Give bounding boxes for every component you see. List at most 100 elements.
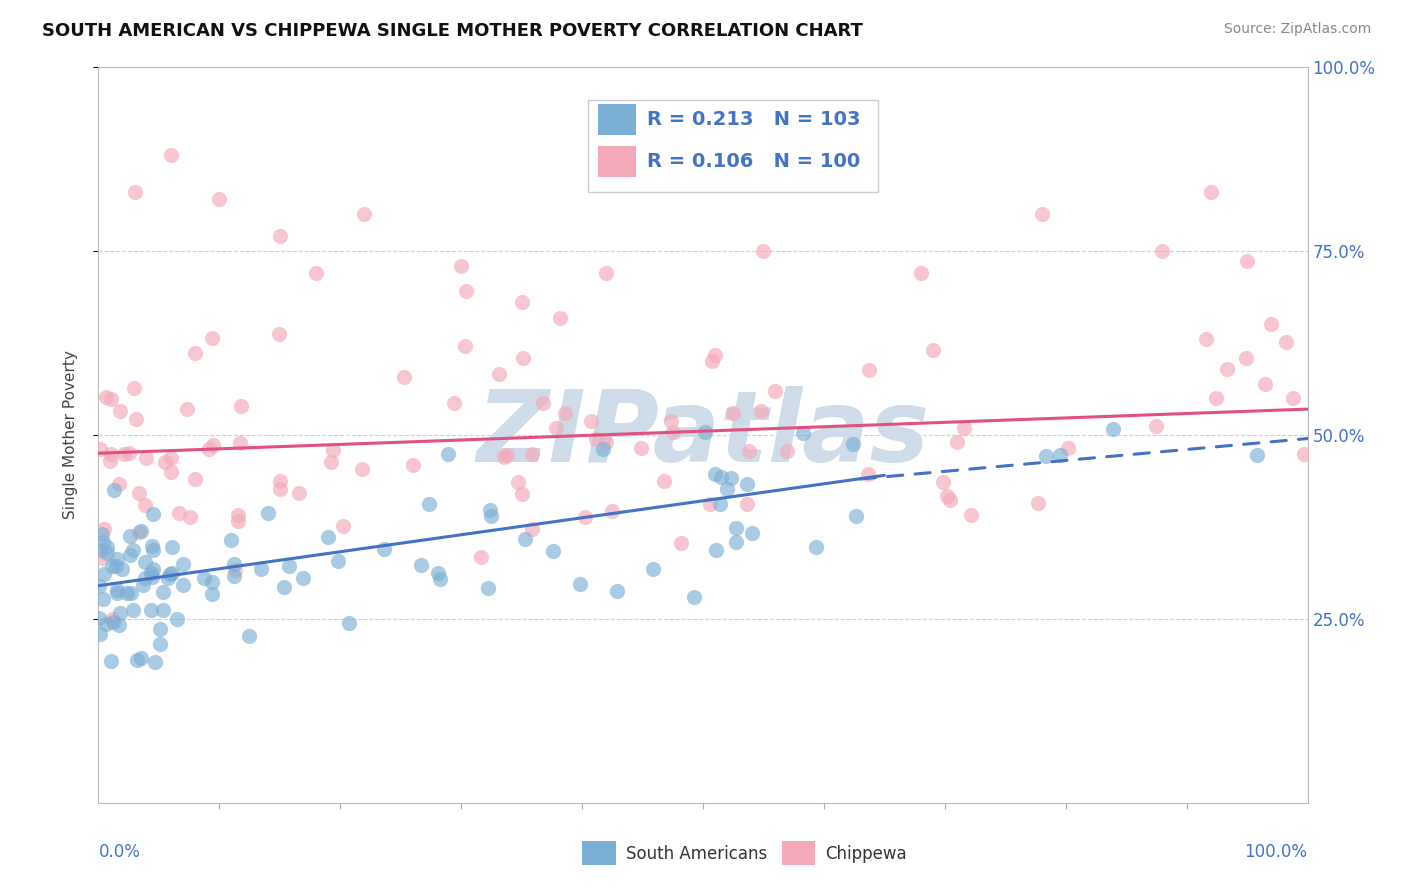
Point bbox=[100, 392, 122, 406]
Point bbox=[103, 483, 125, 497]
Point bbox=[105, 552, 128, 566]
Point bbox=[520, 522, 543, 536]
Point bbox=[219, 533, 242, 548]
FancyBboxPatch shape bbox=[588, 100, 879, 192]
Point bbox=[693, 425, 716, 439]
Point bbox=[94, 391, 117, 405]
Point bbox=[548, 311, 571, 326]
Point bbox=[602, 504, 624, 518]
Point bbox=[87, 579, 110, 593]
Point bbox=[763, 384, 786, 399]
Point bbox=[120, 548, 142, 562]
Point bbox=[845, 508, 868, 523]
Point bbox=[105, 559, 128, 574]
Point bbox=[725, 534, 748, 549]
Point bbox=[269, 482, 291, 496]
Point bbox=[716, 482, 738, 496]
Point bbox=[737, 476, 759, 491]
Point bbox=[166, 612, 188, 626]
Point bbox=[142, 508, 165, 522]
Point bbox=[91, 535, 114, 549]
Point bbox=[162, 541, 184, 555]
Point bbox=[661, 425, 683, 439]
Point bbox=[411, 558, 433, 573]
Point bbox=[749, 404, 772, 418]
Point bbox=[752, 244, 775, 258]
Point bbox=[554, 406, 576, 420]
Point bbox=[630, 442, 652, 456]
Point bbox=[322, 442, 344, 457]
Point bbox=[222, 568, 245, 582]
Point bbox=[1236, 254, 1258, 268]
Point bbox=[738, 444, 761, 458]
Point bbox=[724, 521, 747, 535]
Point bbox=[450, 259, 472, 273]
Point bbox=[496, 448, 519, 462]
Point bbox=[546, 421, 568, 435]
Point bbox=[91, 527, 114, 541]
Point bbox=[683, 590, 706, 604]
Point bbox=[652, 474, 675, 488]
Point bbox=[149, 622, 172, 636]
Point bbox=[139, 566, 162, 580]
Point bbox=[735, 497, 758, 511]
Point bbox=[710, 469, 733, 483]
Point bbox=[141, 539, 163, 553]
Point bbox=[277, 559, 299, 574]
Point bbox=[1049, 448, 1071, 462]
Point bbox=[162, 566, 184, 580]
Point bbox=[1057, 441, 1080, 455]
Point bbox=[238, 629, 260, 643]
Point bbox=[125, 411, 148, 425]
Point bbox=[152, 585, 174, 599]
Point bbox=[702, 354, 724, 368]
Point bbox=[1144, 419, 1167, 434]
Point bbox=[429, 572, 451, 586]
Point bbox=[184, 345, 207, 359]
Point bbox=[1031, 207, 1053, 221]
Text: R = 0.106   N = 100: R = 0.106 N = 100 bbox=[647, 152, 860, 170]
Text: ZIPatlas: ZIPatlas bbox=[477, 386, 929, 483]
Point bbox=[574, 510, 596, 524]
Point bbox=[1254, 377, 1277, 392]
Point bbox=[269, 229, 291, 244]
Point bbox=[160, 450, 183, 465]
Point bbox=[1260, 318, 1282, 332]
Point bbox=[568, 577, 591, 591]
Text: 100.0%: 100.0% bbox=[1244, 843, 1308, 862]
Point bbox=[401, 458, 423, 472]
Point bbox=[201, 438, 224, 452]
Point bbox=[945, 435, 967, 450]
Point bbox=[201, 586, 224, 600]
Point bbox=[353, 207, 375, 221]
Point bbox=[932, 475, 955, 489]
Point bbox=[858, 363, 880, 377]
Point bbox=[122, 381, 145, 395]
Point bbox=[105, 586, 128, 600]
Point bbox=[201, 574, 224, 589]
Point bbox=[1195, 332, 1218, 346]
Point bbox=[513, 533, 536, 547]
Point bbox=[142, 562, 165, 576]
Point bbox=[96, 540, 118, 554]
Point bbox=[134, 571, 156, 585]
Point bbox=[506, 475, 529, 490]
Text: South Americans: South Americans bbox=[626, 845, 766, 863]
Point bbox=[94, 616, 117, 631]
Point bbox=[373, 542, 395, 557]
Point bbox=[1199, 185, 1222, 199]
Point bbox=[132, 578, 155, 592]
Text: SOUTH AMERICAN VS CHIPPEWA SINGLE MOTHER POVERTY CORRELATION CHART: SOUTH AMERICAN VS CHIPPEWA SINGLE MOTHER… bbox=[42, 22, 863, 40]
Point bbox=[305, 266, 328, 280]
Point bbox=[512, 351, 534, 366]
Point bbox=[721, 406, 744, 420]
Point bbox=[456, 285, 478, 299]
Point bbox=[87, 611, 110, 625]
Point bbox=[479, 503, 502, 517]
Point bbox=[153, 454, 176, 468]
Point bbox=[392, 370, 415, 384]
Point bbox=[319, 455, 342, 469]
Point bbox=[129, 524, 152, 538]
Point bbox=[228, 436, 250, 450]
Point bbox=[200, 331, 222, 345]
